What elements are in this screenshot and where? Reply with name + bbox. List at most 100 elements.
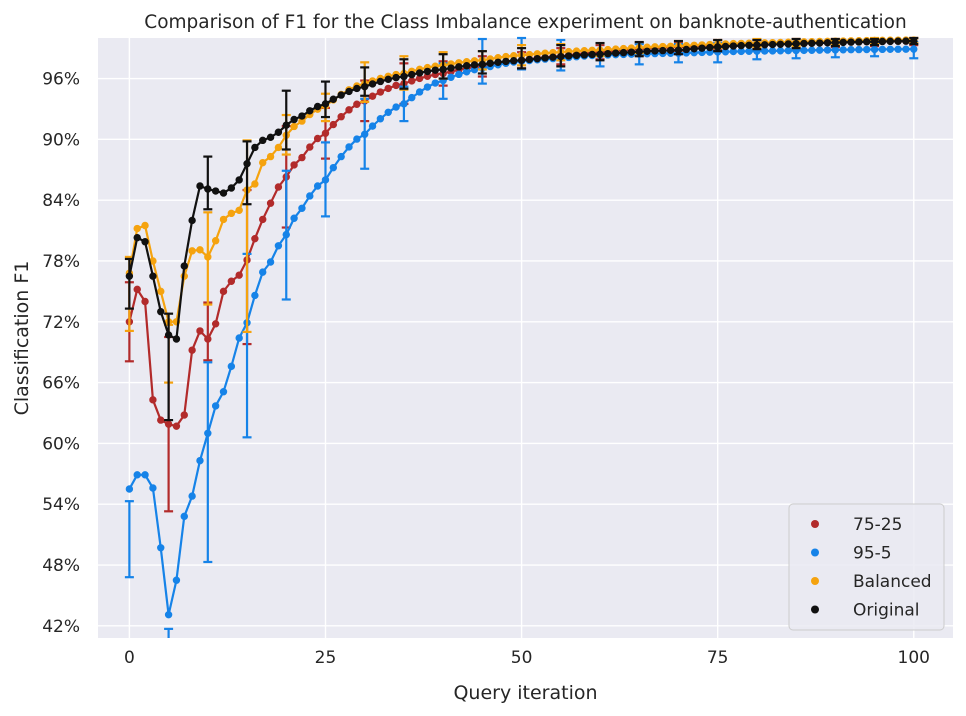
data-point — [447, 73, 455, 82]
data-point — [251, 180, 259, 188]
data-point — [251, 143, 259, 152]
data-point — [290, 214, 298, 222]
data-point — [345, 143, 353, 151]
chart-title: Comparison of F1 for the Class Imbalance… — [144, 12, 906, 33]
data-point — [447, 64, 455, 72]
data-point — [282, 121, 290, 129]
legend-label: 95-5 — [853, 544, 892, 564]
data-point — [376, 77, 385, 86]
data-point — [125, 272, 134, 280]
data-point — [612, 49, 620, 57]
data-point — [172, 335, 181, 343]
data-point — [196, 456, 204, 465]
data-point — [157, 307, 165, 316]
data-point — [886, 45, 894, 53]
data-point — [737, 41, 745, 50]
data-point — [494, 58, 502, 66]
data-point — [776, 47, 785, 55]
data-point — [313, 134, 322, 143]
data-point — [557, 52, 565, 61]
data-point — [321, 176, 330, 184]
data-point — [643, 47, 651, 55]
data-point — [478, 60, 487, 69]
data-point — [894, 37, 902, 45]
data-point — [855, 38, 863, 46]
data-point — [149, 272, 157, 280]
data-point — [337, 91, 345, 99]
y-axis-title: Classification F1 — [11, 261, 33, 416]
data-point — [455, 70, 463, 79]
data-point — [274, 242, 283, 250]
data-point — [337, 152, 345, 161]
data-point — [211, 237, 220, 245]
data-point — [180, 411, 188, 419]
data-point — [408, 93, 416, 102]
data-point — [227, 277, 236, 285]
legend-marker — [811, 577, 819, 585]
grid-lines — [98, 38, 953, 638]
data-point — [753, 41, 761, 49]
x-tick-label: 0 — [124, 648, 135, 668]
data-point — [525, 55, 534, 64]
data-point — [172, 422, 181, 430]
data-point — [776, 40, 785, 48]
data-point — [674, 46, 683, 54]
data-point — [164, 420, 173, 428]
data-point — [204, 185, 212, 193]
y-tick-label: 54% — [42, 495, 80, 515]
data-point — [870, 37, 879, 46]
data-point — [878, 37, 887, 46]
data-point — [729, 42, 738, 50]
data-point — [329, 120, 338, 129]
data-point — [486, 59, 494, 67]
data-point — [361, 130, 369, 138]
data-point — [368, 80, 377, 88]
data-point — [259, 268, 267, 276]
data-point — [164, 331, 173, 339]
data-point — [517, 56, 526, 64]
data-point — [219, 388, 228, 396]
data-point — [368, 122, 377, 130]
data-point — [761, 41, 769, 49]
data-point — [619, 48, 628, 57]
data-point — [353, 135, 361, 143]
data-point — [745, 41, 753, 49]
data-point — [431, 79, 439, 87]
x-tick-label: 25 — [315, 648, 337, 668]
data-point — [713, 43, 722, 51]
legend-marker — [811, 548, 819, 557]
data-point — [141, 297, 149, 306]
data-point — [392, 81, 400, 90]
data-point — [361, 82, 369, 91]
data-point — [847, 46, 855, 54]
data-point — [894, 45, 902, 53]
data-point — [376, 88, 385, 96]
data-point — [863, 45, 871, 54]
data-point — [298, 204, 306, 212]
data-point — [659, 46, 667, 55]
data-point — [470, 61, 479, 69]
data-point — [910, 45, 918, 53]
data-point — [133, 285, 141, 294]
data-point — [400, 100, 408, 108]
data-point — [831, 38, 840, 47]
data-point — [219, 189, 228, 197]
y-tick-label: 48% — [42, 556, 80, 576]
data-point — [423, 67, 432, 76]
data-point — [211, 402, 220, 410]
x-axis-title: Query iteration — [453, 682, 597, 704]
data-point — [910, 37, 918, 45]
data-point — [541, 54, 549, 62]
data-point — [353, 84, 361, 93]
data-point — [706, 43, 714, 52]
data-point — [329, 95, 338, 103]
data-point — [266, 133, 275, 142]
data-point — [666, 46, 675, 55]
data-point — [682, 45, 690, 54]
data-point — [188, 346, 196, 354]
data-point — [211, 187, 220, 195]
data-point — [510, 57, 518, 65]
data-point — [588, 50, 596, 59]
data-point — [141, 471, 149, 479]
data-point — [384, 108, 392, 117]
